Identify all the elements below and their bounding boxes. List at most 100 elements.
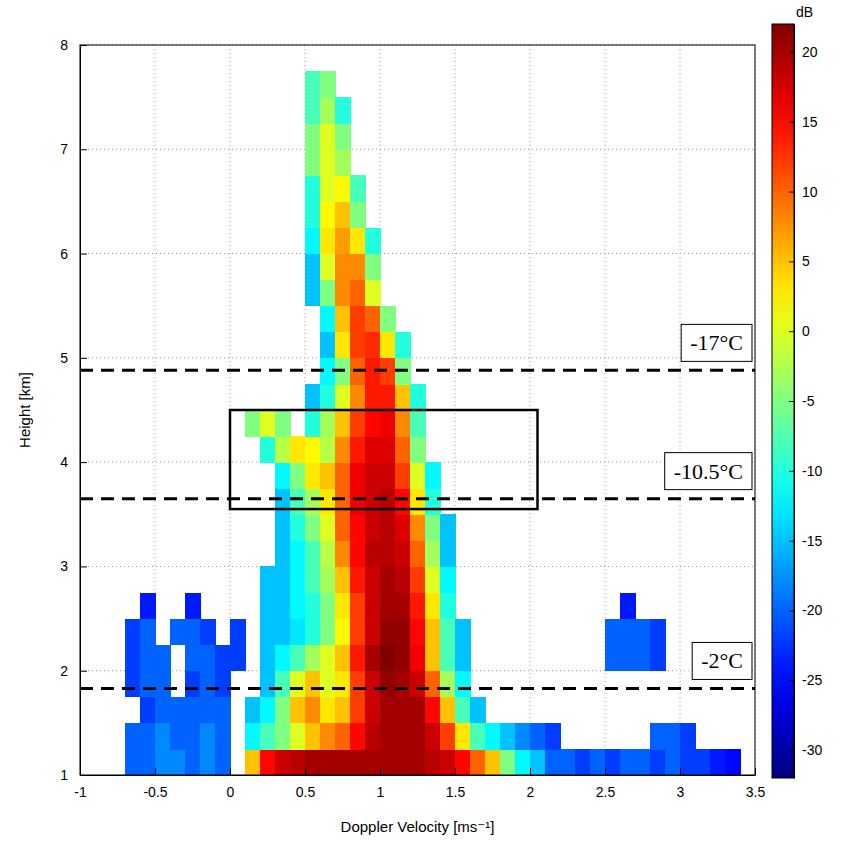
label-box [665, 453, 752, 490]
cells [125, 71, 741, 775]
cell [170, 697, 186, 724]
cell [335, 540, 351, 567]
cell [350, 671, 366, 698]
tick-mark [789, 680, 794, 681]
tick-label: 3.5 [746, 784, 766, 800]
cell [245, 749, 261, 775]
cell [410, 514, 426, 541]
tick: 2 [527, 768, 535, 800]
cell [680, 749, 696, 775]
colorbar [772, 24, 794, 778]
tick-label: 15 [802, 114, 818, 130]
cell [410, 645, 426, 672]
cell [335, 436, 351, 463]
cell [275, 697, 291, 724]
cell [365, 384, 381, 411]
cell [320, 384, 336, 411]
tick-label: 6 [60, 246, 68, 262]
cell [365, 462, 381, 489]
cell [290, 749, 306, 775]
cell [140, 749, 156, 775]
cell [530, 749, 546, 775]
cell [260, 593, 276, 620]
cell [350, 175, 366, 202]
cell [365, 566, 381, 593]
cell [305, 175, 321, 202]
cell [305, 123, 321, 150]
cell [380, 723, 396, 750]
cell [305, 619, 321, 646]
tick-label: 5 [802, 253, 810, 269]
cell [320, 306, 336, 333]
tick-label: -30 [802, 742, 822, 758]
cell [620, 593, 636, 620]
cell [365, 436, 381, 463]
tick-label: -25 [802, 672, 822, 688]
cell [455, 723, 471, 750]
cell [350, 280, 366, 307]
cell [125, 645, 141, 672]
cell [290, 488, 306, 515]
cell [320, 71, 336, 98]
grid-line-y [80, 253, 755, 254]
tick-label: -15 [802, 533, 822, 549]
cell [305, 697, 321, 724]
cell [245, 410, 261, 437]
cell [380, 593, 396, 620]
cell [365, 619, 381, 646]
cell [425, 723, 441, 750]
tick-label: 0.5 [296, 784, 316, 800]
cell [395, 619, 411, 646]
cell [275, 488, 291, 515]
cell [305, 228, 321, 255]
cell [395, 593, 411, 620]
cell [365, 228, 381, 255]
cell [335, 514, 351, 541]
tick-label: 7 [60, 141, 68, 157]
tick-label: 1 [377, 784, 385, 800]
cell [350, 540, 366, 567]
cell [320, 645, 336, 672]
cell [395, 514, 411, 541]
cell [305, 410, 321, 437]
cell [305, 593, 321, 620]
tick-mark [789, 261, 794, 262]
reference-label-text: -2°C [701, 648, 743, 673]
cell [650, 645, 666, 672]
cell [425, 671, 441, 698]
cell [305, 645, 321, 672]
cell [245, 723, 261, 750]
tick: 3 [60, 558, 87, 574]
cell [380, 697, 396, 724]
cell [140, 697, 156, 724]
cell [410, 697, 426, 724]
cell [455, 749, 471, 775]
cell [560, 749, 576, 775]
tick: -25 [789, 672, 822, 688]
cell [320, 462, 336, 489]
cell [395, 462, 411, 489]
cell [275, 436, 291, 463]
tick: 0 [789, 323, 810, 339]
tick-label: 0 [802, 323, 810, 339]
cell [320, 488, 336, 515]
cell [335, 645, 351, 672]
cell [635, 619, 651, 646]
cell [200, 645, 216, 672]
cell [215, 723, 231, 750]
cell [365, 697, 381, 724]
cell [290, 697, 306, 724]
cell [440, 593, 456, 620]
cell [425, 462, 441, 489]
colorbar-axis: -30-25-20-15-10-505101520 [789, 25, 822, 779]
cell [350, 645, 366, 672]
cell [425, 593, 441, 620]
cell [335, 254, 351, 281]
cell [425, 749, 441, 775]
grid-line-x [680, 45, 681, 775]
cell [305, 149, 321, 176]
cell [320, 697, 336, 724]
tick: 2 [60, 663, 87, 679]
cell [350, 462, 366, 489]
cell [440, 514, 456, 541]
